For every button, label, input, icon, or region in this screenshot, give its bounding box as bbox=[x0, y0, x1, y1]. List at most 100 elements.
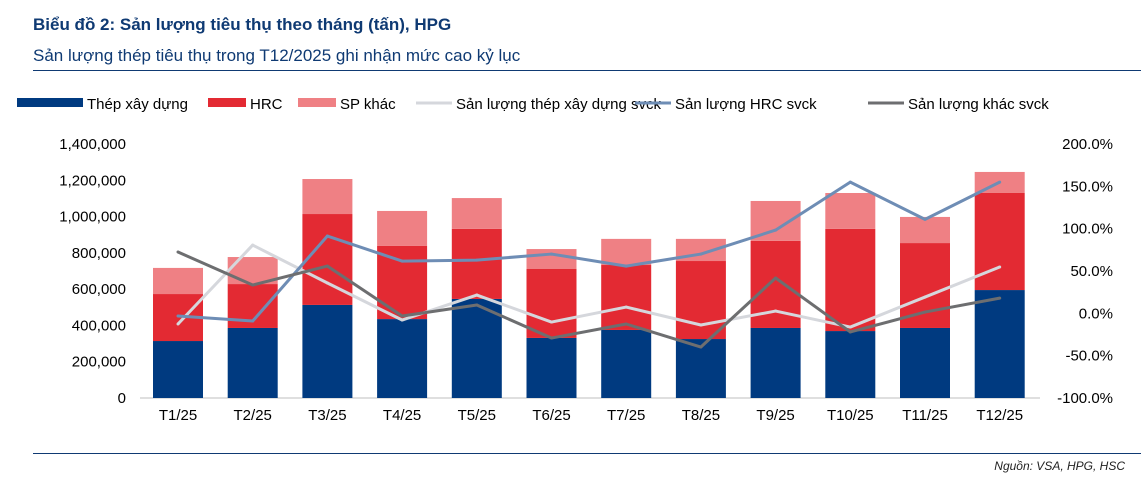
line-point bbox=[774, 276, 778, 280]
right-tick-label: 200.0% bbox=[1062, 136, 1113, 153]
right-tick-label: 50.0% bbox=[1070, 263, 1113, 280]
line-point bbox=[848, 330, 852, 334]
legend-label: Sản lượng khác svck bbox=[908, 96, 1049, 113]
line-point bbox=[550, 320, 553, 324]
line-point bbox=[923, 310, 927, 314]
line-point bbox=[251, 243, 255, 247]
line-point bbox=[998, 265, 1002, 269]
x-tick-label: T10/25 bbox=[827, 407, 874, 424]
line-point bbox=[699, 323, 703, 327]
bar-th-p-x-y-d-ng bbox=[153, 341, 203, 398]
bar-hrc bbox=[526, 269, 577, 338]
left-tick-label: 1,400,000 bbox=[59, 136, 126, 153]
legend-swatch bbox=[298, 98, 336, 107]
line-point bbox=[475, 303, 479, 307]
right-tick-label: 0.0% bbox=[1079, 305, 1113, 322]
legend-label: SP khác bbox=[340, 96, 396, 113]
line-point bbox=[475, 293, 479, 297]
x-tick-label: T8/25 bbox=[682, 407, 720, 424]
bar-sp-kh-c bbox=[451, 198, 502, 229]
x-tick-label: T7/25 bbox=[607, 407, 645, 424]
line-point bbox=[998, 180, 1002, 184]
line-point bbox=[400, 318, 404, 322]
x-tick-label: T5/25 bbox=[458, 407, 496, 424]
right-tick-label: 100.0% bbox=[1062, 221, 1113, 238]
line-point bbox=[475, 258, 479, 262]
x-tick-label: T6/25 bbox=[532, 407, 570, 424]
bar-hrc bbox=[451, 228, 502, 299]
line-point bbox=[923, 217, 927, 221]
source-note: Nguồn: VSA, HPG, HSC bbox=[994, 459, 1125, 473]
bar-hrc bbox=[675, 261, 726, 340]
line-point bbox=[848, 325, 852, 329]
line-point bbox=[624, 322, 628, 326]
line-point bbox=[176, 250, 180, 254]
legend-swatch bbox=[17, 98, 83, 107]
line-point bbox=[774, 228, 778, 232]
bar-sp-kh-c bbox=[302, 179, 353, 215]
bar-sp-kh-c bbox=[377, 210, 428, 246]
x-tick-label: T4/25 bbox=[383, 407, 421, 424]
bar-th-p-x-y-d-ng bbox=[377, 319, 428, 398]
x-tick-label: T3/25 bbox=[308, 407, 346, 424]
line-point bbox=[774, 309, 778, 313]
line-point bbox=[251, 319, 255, 323]
x-tick-label: T1/25 bbox=[159, 407, 197, 424]
left-tick-label: 400,000 bbox=[72, 317, 126, 334]
bar-hrc bbox=[601, 265, 652, 330]
bar-th-p-x-y-d-ng bbox=[675, 339, 726, 398]
line-point bbox=[325, 234, 329, 238]
bar-th-p-x-y-d-ng bbox=[227, 327, 278, 398]
line-point bbox=[251, 283, 255, 287]
line-point bbox=[176, 322, 180, 326]
line-point bbox=[624, 264, 628, 268]
legend-swatch bbox=[208, 98, 246, 107]
legend-label: Sản lượng thép xây dựng svck bbox=[456, 96, 662, 113]
left-tick-label: 1,000,000 bbox=[59, 209, 126, 226]
right-tick-label: -100.0% bbox=[1057, 390, 1113, 407]
bar-sp-kh-c bbox=[526, 249, 577, 270]
line-point bbox=[998, 296, 1002, 300]
footer-divider bbox=[33, 453, 1141, 454]
left-tick-label: 200,000 bbox=[72, 354, 126, 371]
line-point bbox=[624, 305, 628, 309]
bar-th-p-x-y-d-ng bbox=[526, 337, 577, 398]
bar-th-p-x-y-d-ng bbox=[900, 327, 950, 398]
bar-sp-kh-c bbox=[153, 267, 203, 295]
bar-th-p-x-y-d-ng bbox=[974, 290, 1025, 398]
bar-sp-kh-c bbox=[601, 238, 652, 266]
line-series-2 bbox=[177, 180, 1001, 323]
bar-th-p-x-y-d-ng bbox=[750, 327, 801, 398]
line-series-3 bbox=[177, 250, 1000, 349]
line-point bbox=[923, 295, 927, 299]
line-point bbox=[325, 281, 329, 285]
bar-th-p-x-y-d-ng bbox=[601, 329, 652, 398]
line-point bbox=[550, 252, 553, 256]
header-divider bbox=[33, 70, 1141, 71]
line-point bbox=[699, 252, 703, 256]
legend-label: Sản lượng HRC svck bbox=[675, 96, 817, 113]
bar-hrc bbox=[900, 243, 950, 328]
line-point bbox=[176, 314, 180, 318]
bar-th-p-x-y-d-ng bbox=[451, 298, 502, 398]
chart-subtitle: Sản lượng thép tiêu thụ trong T12/2025 g… bbox=[33, 46, 521, 65]
left-tick-label: 600,000 bbox=[72, 281, 126, 298]
bar-th-p-x-y-d-ng bbox=[302, 304, 353, 398]
line-point bbox=[848, 180, 852, 184]
bar-sp-kh-c bbox=[900, 216, 950, 244]
bar-hrc bbox=[825, 228, 876, 332]
line-point bbox=[699, 345, 703, 349]
x-tick-label: T2/25 bbox=[234, 407, 272, 424]
x-tick-label: T9/25 bbox=[756, 407, 794, 424]
line-point bbox=[325, 264, 329, 268]
x-tick-label: T12/25 bbox=[976, 407, 1023, 424]
bar-th-p-x-y-d-ng bbox=[825, 331, 876, 398]
bar-sp-kh-c bbox=[825, 192, 876, 229]
line-point bbox=[400, 314, 404, 318]
chart-title: Biểu đồ 2: Sản lượng tiêu thụ theo tháng… bbox=[33, 15, 452, 34]
left-tick-label: 800,000 bbox=[72, 245, 126, 262]
left-tick-label: 0 bbox=[118, 390, 126, 407]
right-tick-label: -50.0% bbox=[1065, 348, 1113, 365]
legend-label: Thép xây dựng bbox=[87, 96, 188, 113]
